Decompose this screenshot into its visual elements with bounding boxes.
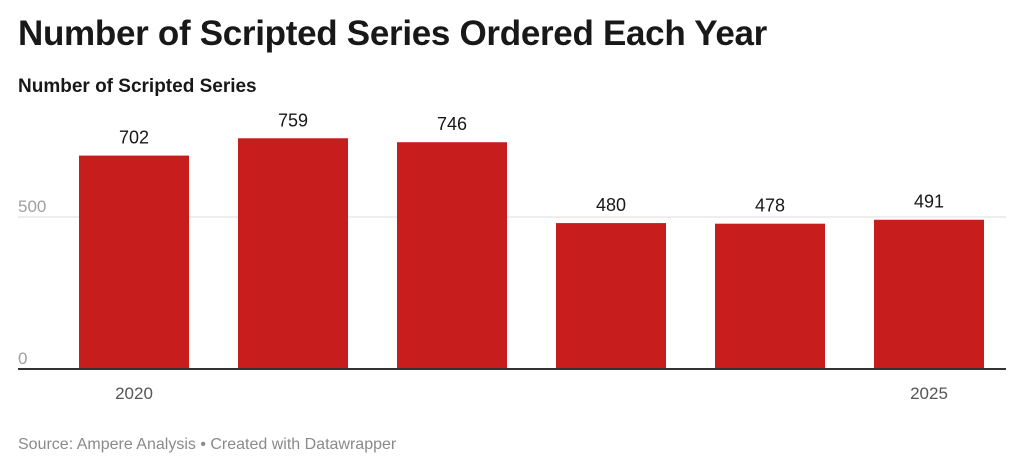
x-tick-label: 2025 [910,384,948,403]
bar-value-labels: 702 759 746 480 478 491 [119,110,944,215]
x-tick-label: 2020 [115,384,153,403]
bar-2023 [556,223,666,369]
chart-title: Number of Scripted Series Ordered Each Y… [18,14,767,53]
bar-value-label: 746 [437,114,467,134]
bar-value-label: 478 [755,196,785,216]
bars [79,138,984,369]
bar-value-label: 480 [596,195,626,215]
bar-2024 [715,223,825,369]
y-tick-label: 0 [18,349,27,368]
bar-value-label: 759 [278,110,308,130]
y-axis-ticks: 0 500 [18,197,46,368]
bar-2025 [874,219,984,369]
chart-subtitle: Number of Scripted Series [18,76,257,97]
source-footer: Source: Ampere Analysis • Created with D… [18,436,397,453]
bar-2022 [397,142,507,369]
bar-value-label: 702 [119,128,149,148]
bar-2021 [238,138,348,369]
x-axis-ticks: 2020 2025 [115,384,948,403]
bar-2020 [79,155,189,369]
y-tick-label: 500 [18,197,46,216]
bar-value-label: 491 [914,192,944,212]
